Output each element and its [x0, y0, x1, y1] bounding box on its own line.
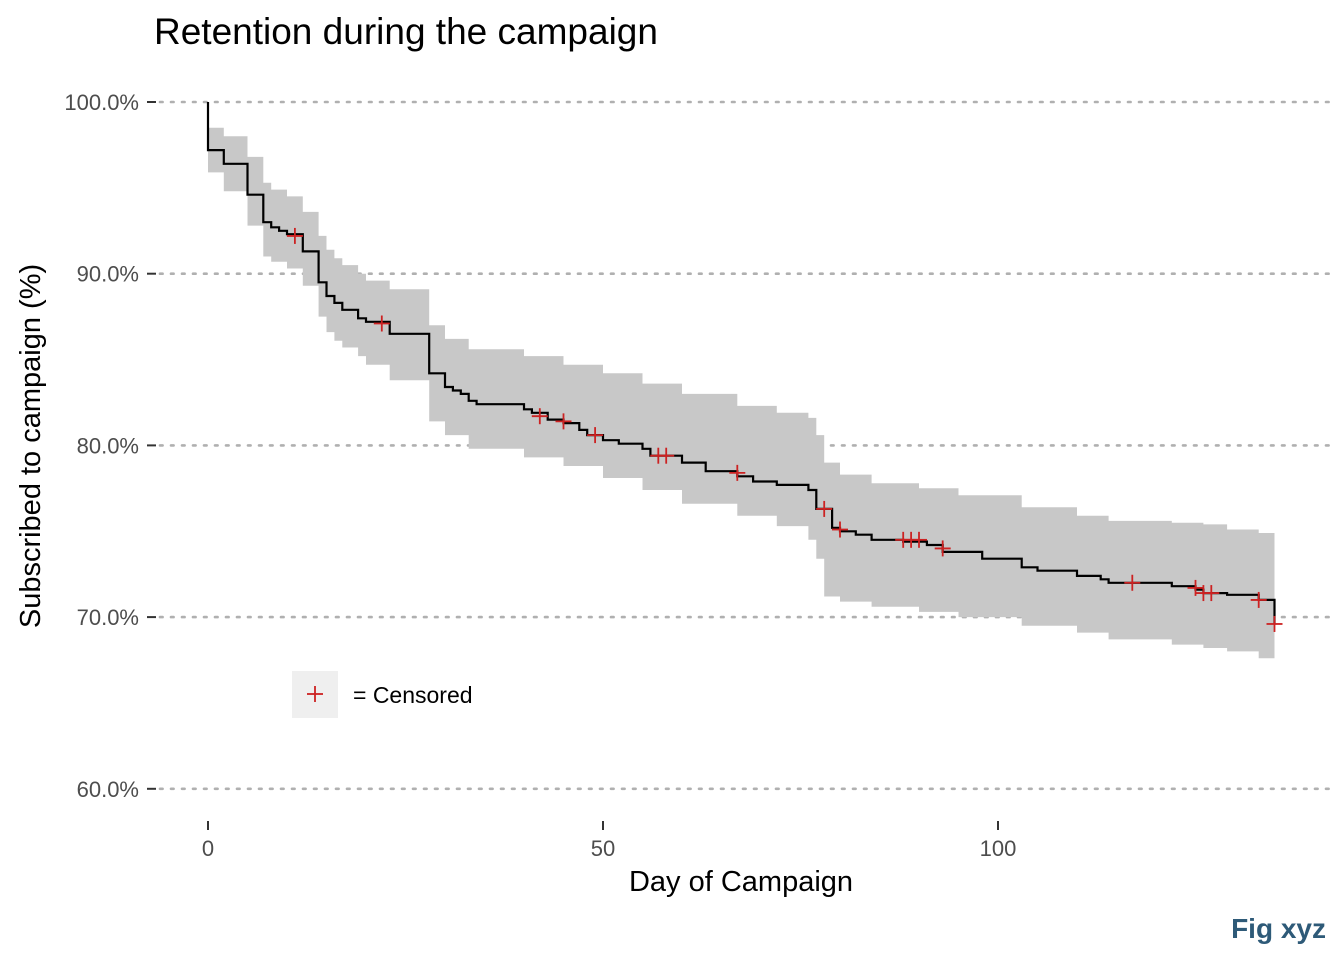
- figure-caption: Fig xyz: [1231, 913, 1326, 944]
- y-tick-label: 70.0%: [77, 605, 139, 630]
- censor-marker: [816, 500, 833, 517]
- censor-marker: [1124, 574, 1141, 591]
- censor-marker: [658, 447, 675, 464]
- censored-markers: [286, 227, 1283, 632]
- censor-marker: [729, 464, 746, 481]
- censor-marker: [587, 427, 604, 444]
- censor-marker: [531, 408, 548, 425]
- censor-marker: [1203, 585, 1220, 602]
- censor-marker: [1250, 591, 1267, 608]
- x-tick-label: 0: [202, 836, 214, 861]
- censor-marker: [934, 540, 951, 557]
- censor-marker: [555, 413, 572, 430]
- legend-label: = Censored: [353, 682, 473, 708]
- survival-curve: [206, 102, 1276, 624]
- legend: = Censored: [292, 671, 473, 718]
- chart-title: Retention during the campaign: [154, 11, 658, 52]
- censor-marker: [373, 315, 390, 332]
- censor-marker: [911, 531, 927, 548]
- legend-censor-marker: [307, 686, 323, 702]
- censor-marker: [286, 227, 303, 244]
- y-tick-label: 60.0%: [77, 777, 139, 802]
- y-axis-ticks: 60.0% 70.0% 80.0% 90.0% 100.0%: [64, 90, 156, 802]
- y-tick-label: 80.0%: [77, 433, 139, 458]
- x-axis-title: Day of Campaign: [629, 866, 853, 898]
- censor-marker: [832, 521, 848, 538]
- y-tick-label: 100.0%: [64, 90, 139, 115]
- censor-marker: [1266, 615, 1283, 632]
- x-tick-label: 100: [980, 836, 1017, 861]
- confidence-band: [208, 127, 1275, 686]
- x-tick-label: 50: [591, 836, 615, 861]
- y-axis-title: Subscribed to campaign (%): [15, 264, 47, 628]
- x-axis-ticks: 0 50 100: [202, 821, 1016, 861]
- y-tick-label: 90.0%: [77, 262, 139, 287]
